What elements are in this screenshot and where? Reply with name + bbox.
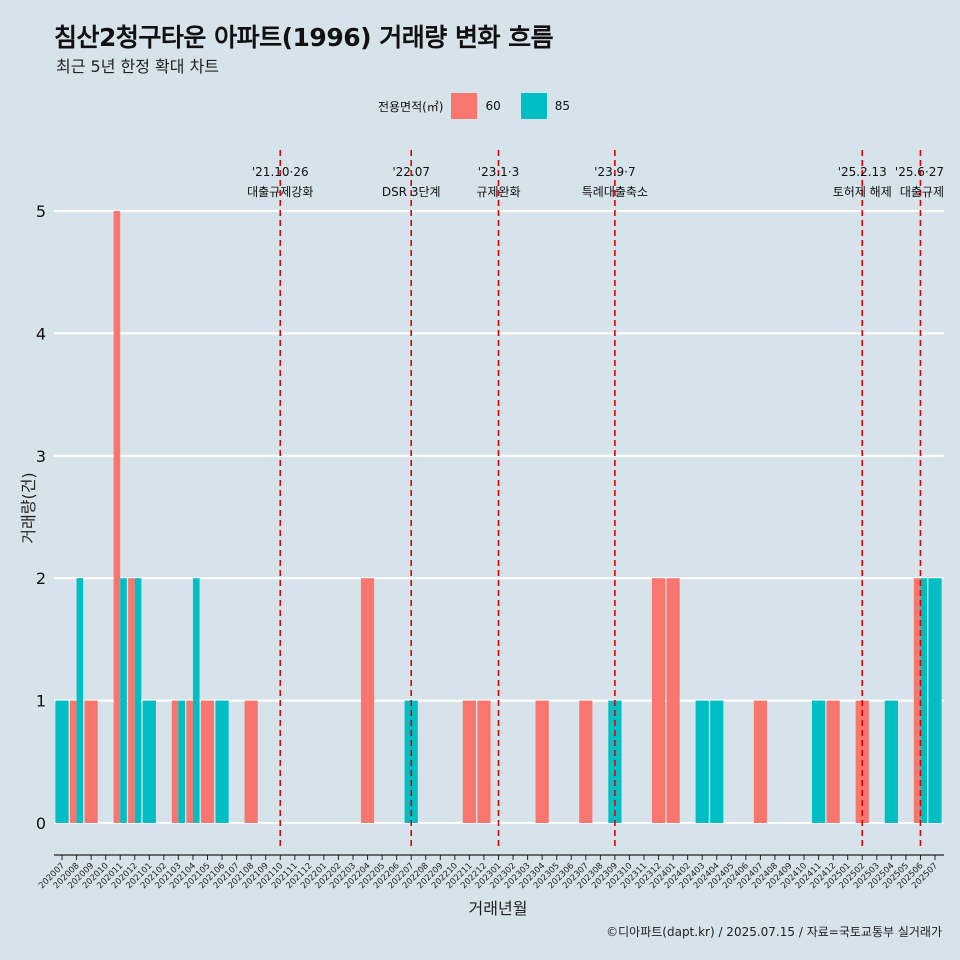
bar-60-202304 xyxy=(535,700,549,823)
legend: 전용면적(㎡) 60 85 xyxy=(0,93,960,119)
bar-85-202403 xyxy=(695,700,709,823)
bar-85-202106 xyxy=(215,700,229,823)
source-caption: ©디아파트(dapt.kr) / 2025.07.15 / 자료=국토교통부 실… xyxy=(606,925,942,939)
event-name-label: 대출규제강화 xyxy=(247,185,313,199)
y-tick-label: 3 xyxy=(36,447,46,466)
bar-60-202412 xyxy=(826,700,840,823)
event-date-label: '23.9·7 xyxy=(594,165,635,179)
chart-subtitle: 최근 5년 한정 확대 차트 xyxy=(56,57,220,76)
bar-60-202011 xyxy=(113,211,121,823)
y-tick-label: 4 xyxy=(36,324,46,343)
bar-85-202101 xyxy=(142,700,156,823)
bar-60-202212 xyxy=(477,700,491,823)
bar-60-202407 xyxy=(753,700,767,823)
bar-60-202104 xyxy=(186,700,193,823)
bar-60-202103 xyxy=(171,700,179,823)
bar-60-202401 xyxy=(666,578,680,823)
legend-key-85 xyxy=(520,93,547,119)
bar-60-202204 xyxy=(360,578,375,823)
bar-85-202008 xyxy=(76,578,84,823)
event-name-label: 대출규제 xyxy=(900,185,944,199)
legend-label-85: 85 xyxy=(554,99,571,113)
legend-label-60: 60 xyxy=(485,99,501,113)
bar-60-202008 xyxy=(69,700,77,823)
bar-60-202307 xyxy=(579,700,593,823)
y-tick-label: 5 xyxy=(36,202,46,221)
bar-85-202103 xyxy=(178,700,185,823)
event-date-label: '23.1·3 xyxy=(478,165,519,179)
bar-85-202506 xyxy=(920,578,928,823)
y-tick-label: 2 xyxy=(36,569,46,588)
bar-85-202507 xyxy=(928,578,942,823)
event-name-label: DSR 3단계 xyxy=(382,185,441,199)
event-date-label: '25.6·27 xyxy=(895,165,944,179)
bar-85-202011 xyxy=(120,578,127,823)
y-axis-title: 거래량(건) xyxy=(19,472,38,543)
chart-title: 침산2청구타운 아파트(1996) 거래량 변화 흐름 xyxy=(54,23,554,52)
bar-85-202411 xyxy=(812,700,826,823)
event-date-label: '21.10·26 xyxy=(252,165,309,179)
legend-key-60 xyxy=(451,93,478,119)
bar-85-202504 xyxy=(884,700,898,823)
event-name-label: 규제완화 xyxy=(476,185,520,199)
y-tick-label: 1 xyxy=(36,692,46,711)
bar-85-202404 xyxy=(710,700,724,823)
bar-60-202506 xyxy=(913,578,921,823)
bar-85-202104 xyxy=(192,578,200,823)
bar-60-202108 xyxy=(244,700,258,823)
event-name-label: 특례대출축소 xyxy=(582,185,648,199)
y-tick-label: 0 xyxy=(36,814,46,833)
event-name-label: 토허제 해제 xyxy=(833,185,892,199)
bar-85-202012 xyxy=(134,578,142,823)
bar-85-202007 xyxy=(55,700,69,823)
event-date-label: '25.2.13 xyxy=(838,165,887,179)
event-date-label: '22.07 xyxy=(392,165,430,179)
bar-60-202009 xyxy=(84,700,98,823)
legend-title: 전용면적(㎡) xyxy=(377,99,444,114)
bar-60-202105 xyxy=(200,700,215,823)
x-axis-title: 거래년월 xyxy=(469,899,528,918)
bar-60-202211 xyxy=(462,700,476,823)
bar-60-202012 xyxy=(128,578,135,823)
bar-60-202312 xyxy=(651,578,666,823)
